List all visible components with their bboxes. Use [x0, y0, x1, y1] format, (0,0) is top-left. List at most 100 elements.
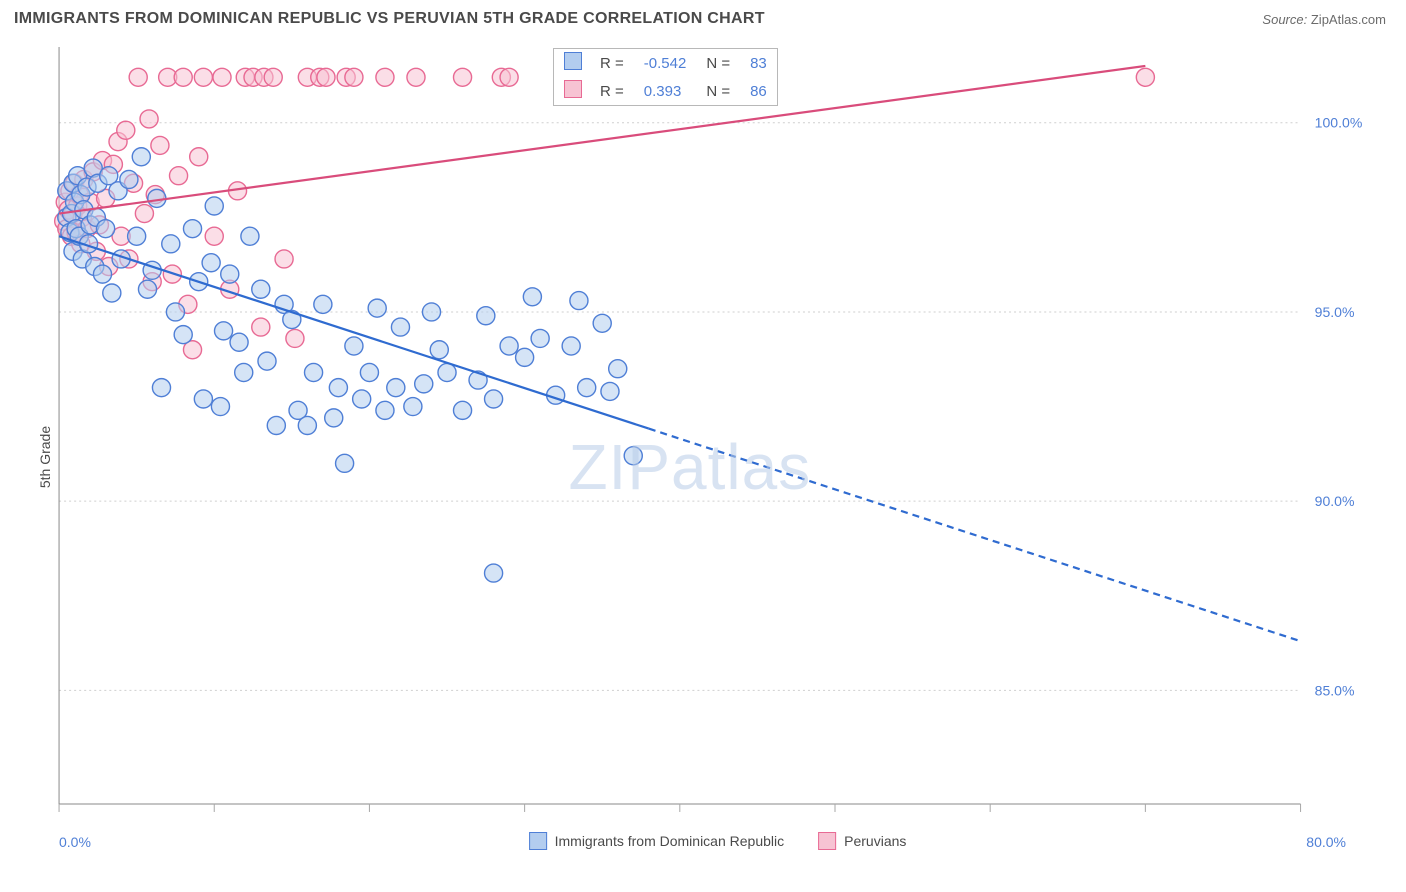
- data-point: [453, 68, 471, 86]
- n-label: N =: [696, 49, 740, 77]
- regression-line-extrapolated: [649, 429, 1301, 642]
- data-point: [174, 326, 192, 344]
- r-label: R =: [590, 77, 634, 105]
- data-point: [298, 416, 316, 434]
- r-value: 0.393: [634, 77, 697, 105]
- data-point: [162, 235, 180, 253]
- data-point: [353, 390, 371, 408]
- stats-row: R =0.393N =86: [554, 77, 777, 105]
- data-point: [407, 68, 425, 86]
- data-point: [275, 250, 293, 268]
- r-label: R =: [590, 49, 634, 77]
- data-point: [438, 363, 456, 381]
- data-point: [578, 379, 596, 397]
- data-point: [500, 68, 518, 86]
- source-value: ZipAtlas.com: [1311, 12, 1386, 27]
- data-point: [213, 68, 231, 86]
- data-point: [325, 409, 343, 427]
- data-point: [117, 121, 135, 139]
- chart-title: IMMIGRANTS FROM DOMINICAN REPUBLIC VS PE…: [14, 10, 765, 28]
- data-point: [430, 341, 448, 359]
- data-point: [286, 329, 304, 347]
- data-point: [252, 280, 270, 298]
- data-point: [258, 352, 276, 370]
- data-point: [1136, 68, 1154, 86]
- n-value: 86: [740, 77, 777, 105]
- data-point: [103, 284, 121, 302]
- data-point: [129, 68, 147, 86]
- data-point: [624, 447, 642, 465]
- data-point: [252, 318, 270, 336]
- data-point: [523, 288, 541, 306]
- legend-label: Peruvians: [844, 833, 906, 849]
- scatter-plot: 85.0%90.0%95.0%100.0%: [49, 42, 1386, 824]
- legend-item: Peruvians: [818, 832, 906, 850]
- data-point: [205, 197, 223, 215]
- data-point: [183, 220, 201, 238]
- data-point: [601, 382, 619, 400]
- data-point: [194, 68, 212, 86]
- data-point: [138, 280, 156, 298]
- data-point: [317, 68, 335, 86]
- data-point: [215, 322, 233, 340]
- data-point: [194, 390, 212, 408]
- data-point: [305, 363, 323, 381]
- data-point: [132, 148, 150, 166]
- data-point: [174, 68, 192, 86]
- source-label: Source:: [1262, 12, 1307, 27]
- data-point: [516, 348, 534, 366]
- data-point: [205, 227, 223, 245]
- legend-swatch: [818, 832, 836, 850]
- data-point: [562, 337, 580, 355]
- n-label: N =: [696, 77, 740, 105]
- data-point: [422, 303, 440, 321]
- data-point: [169, 167, 187, 185]
- r-value: -0.542: [634, 49, 697, 77]
- data-point: [190, 148, 208, 166]
- data-point: [609, 360, 627, 378]
- data-point: [152, 379, 170, 397]
- data-point: [202, 254, 220, 272]
- data-point: [235, 363, 253, 381]
- data-point: [376, 401, 394, 419]
- data-point: [485, 390, 503, 408]
- chart-area: 5th Grade 85.0%90.0%95.0%100.0% ZIPatlas…: [14, 42, 1386, 872]
- correlation-stats-box: R =-0.542N =83R =0.393N =86: [553, 48, 778, 106]
- data-point: [368, 299, 386, 317]
- data-point: [485, 564, 503, 582]
- data-point: [120, 170, 138, 188]
- legend-swatch: [529, 832, 547, 850]
- legend-swatch: [564, 80, 582, 98]
- data-point: [345, 68, 363, 86]
- stats-row: R =-0.542N =83: [554, 49, 777, 77]
- y-tick-label: 85.0%: [1315, 682, 1355, 698]
- data-point: [391, 318, 409, 336]
- y-tick-label: 90.0%: [1315, 493, 1355, 509]
- data-point: [404, 398, 422, 416]
- x-tick-first: 0.0%: [59, 834, 91, 850]
- data-point: [221, 265, 239, 283]
- x-tick-last: 80.0%: [1306, 834, 1346, 850]
- data-point: [241, 227, 259, 245]
- data-point: [97, 220, 115, 238]
- data-point: [477, 307, 495, 325]
- chart-source: Source: ZipAtlas.com: [1262, 12, 1386, 27]
- data-point: [453, 401, 471, 419]
- data-point: [570, 292, 588, 310]
- y-tick-label: 100.0%: [1315, 115, 1363, 131]
- x-axis-area: 0.0% Immigrants from Dominican RepublicP…: [49, 828, 1386, 872]
- data-point: [345, 337, 363, 355]
- data-point: [360, 363, 378, 381]
- data-point: [336, 454, 354, 472]
- series-legend: Immigrants from Dominican RepublicPeruvi…: [529, 832, 907, 850]
- data-point: [128, 227, 146, 245]
- data-point: [230, 333, 248, 351]
- data-point: [376, 68, 394, 86]
- data-point: [531, 329, 549, 347]
- data-point: [267, 416, 285, 434]
- data-point: [135, 205, 153, 223]
- data-point: [415, 375, 433, 393]
- data-point: [329, 379, 347, 397]
- data-point: [211, 398, 229, 416]
- data-point: [500, 337, 518, 355]
